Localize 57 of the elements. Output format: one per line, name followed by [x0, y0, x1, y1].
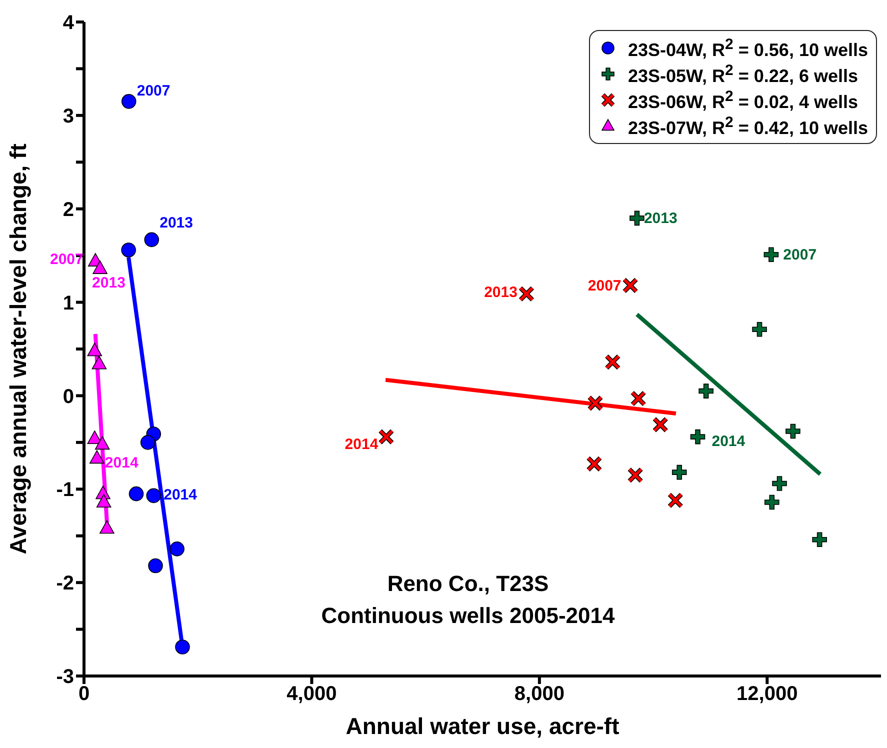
y-axis-title: Average annual water-level change, ft: [5, 143, 32, 554]
point: [698, 384, 714, 398]
annotation: 2013: [644, 210, 678, 228]
y-tick-label: -1: [56, 479, 74, 502]
legend-label: 23S-06W, R$^{2}$ = 0.02, 4 wells: [628, 88, 858, 112]
point: [630, 210, 644, 226]
annotation: 2013: [92, 274, 126, 292]
y-tick-label: 0: [62, 386, 74, 408]
annotation: Continuous wells 2005-2014: [320, 602, 616, 630]
point: [94, 436, 110, 450]
point: [175, 640, 190, 654]
point: [92, 356, 107, 370]
y-tick-label: -3: [56, 666, 74, 688]
x-tick-label: 12,000: [736, 683, 798, 706]
annotation: 2013: [484, 284, 518, 301]
point: [812, 532, 827, 547]
point: [100, 520, 114, 534]
point: [92, 260, 108, 274]
x-axis-title: Annual water use, acre-ft: [346, 713, 620, 739]
point: [170, 542, 184, 556]
y-tick-label: 2: [62, 198, 74, 221]
point: [144, 232, 160, 248]
legend-label: 23S-05W, R$^{2}$ = 0.22, 6 wells: [628, 62, 858, 86]
annotation: 2013: [160, 214, 194, 232]
point: [690, 429, 706, 444]
annotation: 2007: [136, 82, 170, 100]
annotation: 2014: [712, 432, 746, 450]
annotation: 2007: [783, 246, 817, 264]
y-tick-label: 1: [62, 292, 74, 314]
point: [764, 494, 780, 510]
y-tick-label: 4: [62, 12, 75, 34]
point: [764, 247, 779, 262]
point: [140, 435, 156, 450]
annotation: 2007: [588, 277, 622, 294]
point: [121, 94, 136, 109]
y-tick-label: -2: [56, 572, 74, 595]
annotation: 2014: [344, 436, 379, 453]
point: [146, 488, 162, 504]
point: [148, 558, 163, 574]
point: [752, 322, 767, 337]
point: [772, 476, 787, 491]
point: [121, 242, 136, 258]
point: [87, 342, 102, 356]
annotation: 2014: [164, 486, 198, 504]
x-tick-label: 4,000: [286, 683, 337, 706]
point: [786, 424, 800, 439]
x-tick-label: 8,000: [514, 683, 564, 706]
point: [96, 494, 112, 508]
point: [90, 450, 104, 464]
y-tick-label: 3: [62, 106, 74, 128]
annotation: Reno Co., T23S: [386, 570, 550, 598]
annotation: 2014: [104, 454, 139, 472]
legend-label: 23S-07W, R$^{2}$ = 0.42, 10 wells: [628, 114, 868, 138]
point: [128, 486, 144, 502]
point: [672, 464, 687, 480]
legend-label: 23S-04W, R$^{2}$ = 0.56, 10 wells: [628, 36, 868, 60]
x-tick-label: 0: [78, 683, 90, 706]
